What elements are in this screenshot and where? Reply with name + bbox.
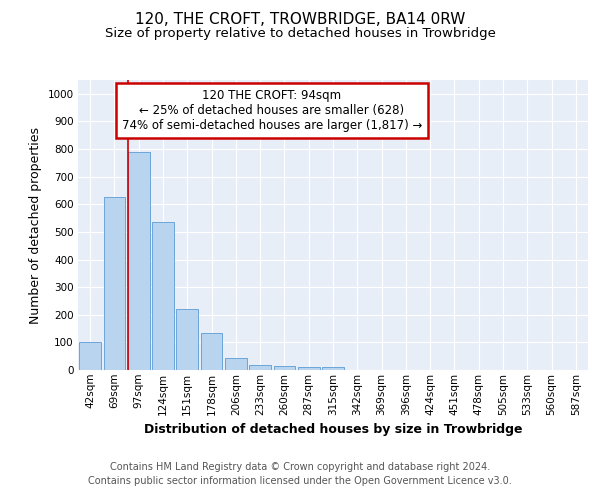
Y-axis label: Number of detached properties: Number of detached properties bbox=[29, 126, 42, 324]
Bar bbox=[104, 198, 125, 370]
Bar bbox=[128, 152, 149, 370]
Bar bbox=[152, 222, 174, 370]
Text: 120, THE CROFT, TROWBRIDGE, BA14 0RW: 120, THE CROFT, TROWBRIDGE, BA14 0RW bbox=[135, 12, 465, 28]
Text: Contains public sector information licensed under the Open Government Licence v3: Contains public sector information licen… bbox=[88, 476, 512, 486]
Bar bbox=[176, 309, 198, 370]
Bar bbox=[274, 366, 295, 370]
Text: Size of property relative to detached houses in Trowbridge: Size of property relative to detached ho… bbox=[104, 28, 496, 40]
Text: Distribution of detached houses by size in Trowbridge: Distribution of detached houses by size … bbox=[144, 422, 522, 436]
Bar bbox=[249, 365, 271, 370]
Bar bbox=[79, 342, 101, 370]
Bar bbox=[298, 367, 320, 370]
Bar bbox=[322, 367, 344, 370]
Bar bbox=[225, 358, 247, 370]
Bar bbox=[200, 332, 223, 370]
Text: 120 THE CROFT: 94sqm
← 25% of detached houses are smaller (628)
74% of semi-deta: 120 THE CROFT: 94sqm ← 25% of detached h… bbox=[122, 88, 422, 132]
Text: Contains HM Land Registry data © Crown copyright and database right 2024.: Contains HM Land Registry data © Crown c… bbox=[110, 462, 490, 472]
